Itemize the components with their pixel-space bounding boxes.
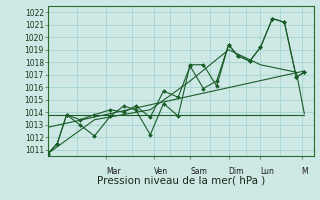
Text: Dim: Dim xyxy=(228,167,244,176)
X-axis label: Pression niveau de la mer( hPa ): Pression niveau de la mer( hPa ) xyxy=(97,175,265,185)
Text: M: M xyxy=(302,167,308,176)
Text: Sam: Sam xyxy=(190,167,207,176)
Text: Ven: Ven xyxy=(154,167,168,176)
Text: Mar: Mar xyxy=(107,167,121,176)
Text: Lun: Lun xyxy=(260,167,274,176)
